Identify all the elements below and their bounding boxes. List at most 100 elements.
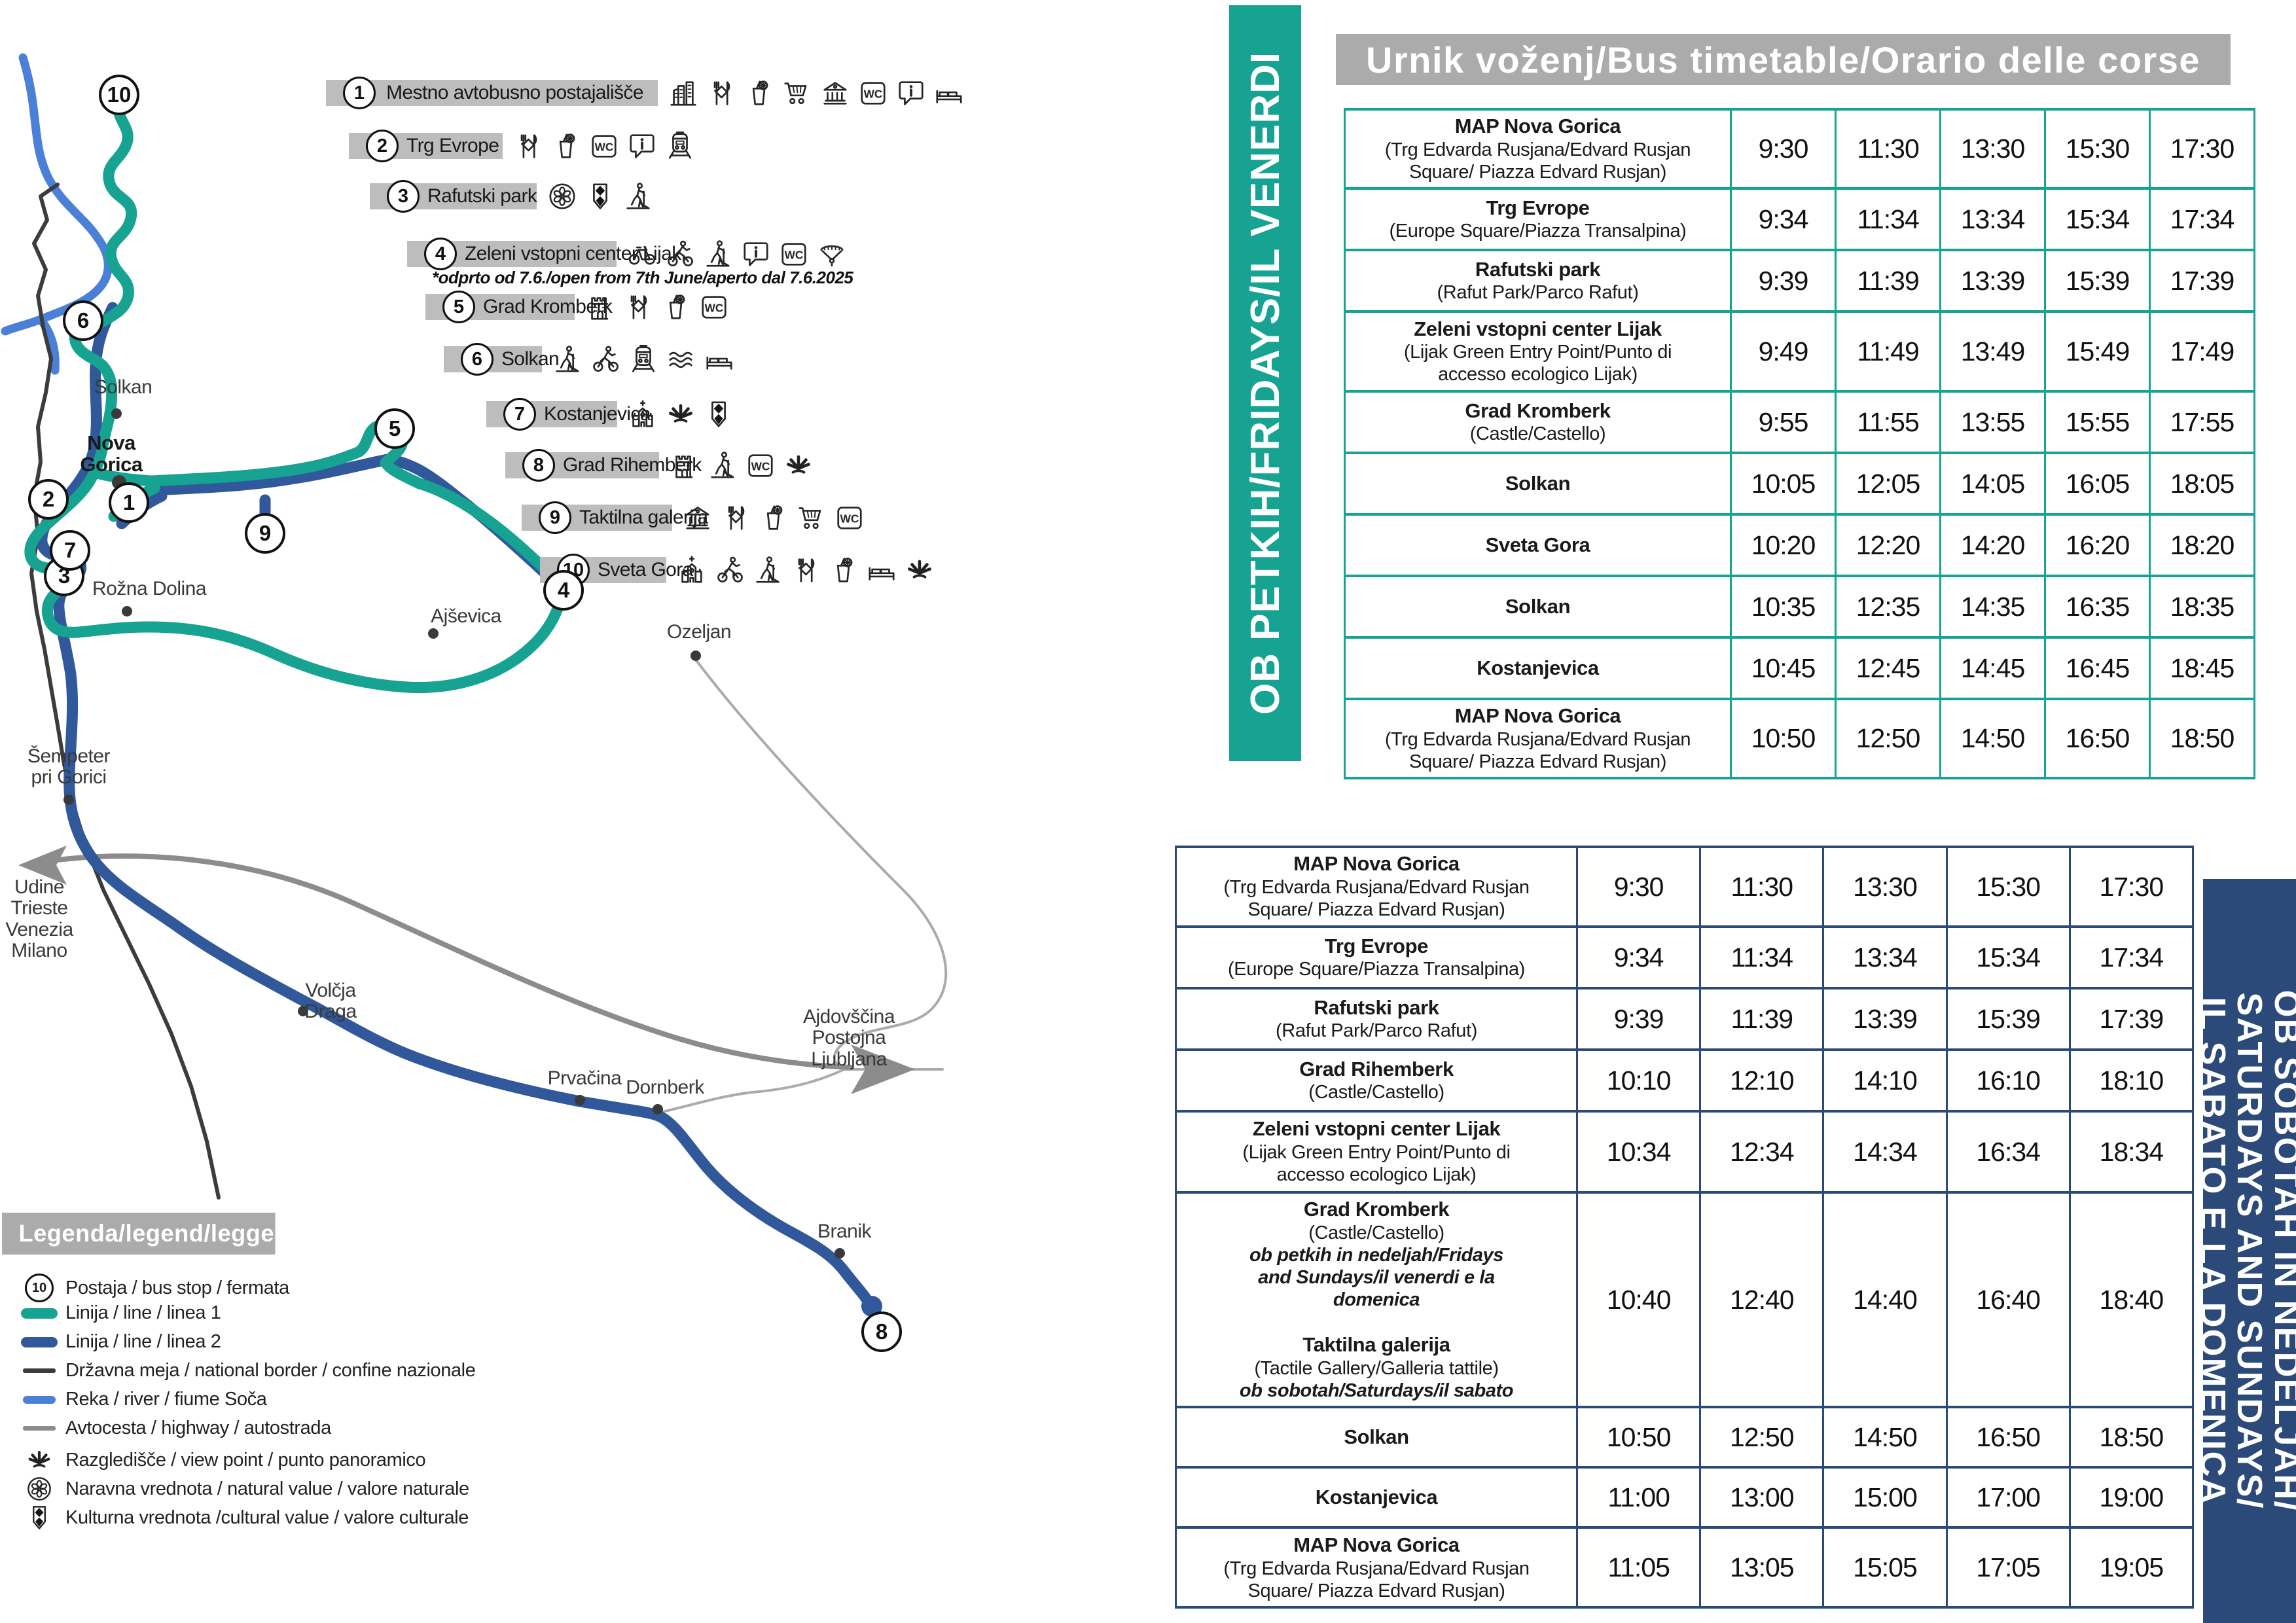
departure-time-cell: 13:34 <box>1822 925 1948 990</box>
stop-callout-label: Grad Kromberk <box>483 296 613 317</box>
weekend-banner: OB SOBOTAH IN NEDELJAH/SATURDAYS AND SUN… <box>2203 879 2296 1623</box>
stop-name-cell: Zeleni vstopni center Lijak (Lijak Green … <box>1175 1110 1578 1194</box>
timetable-row: Grad Kromberk (Castle/Castello) ob petkih … <box>1175 1190 2195 1409</box>
stop-callout-6: 6 Solkan <box>444 343 734 376</box>
stop-name-cell: Trg Evrope (Europe Square/Piazza Transalp… <box>1344 187 1732 252</box>
departure-time-cell: 12:35 <box>1835 575 1941 639</box>
wc-icon <box>837 507 862 529</box>
info-icon <box>743 241 769 267</box>
weekend-banner-line: OB SOBOTAH IN NEDELJAH/ <box>2267 990 2296 1512</box>
hiker-icon <box>626 183 650 209</box>
departure-time-cell: 14:05 <box>1939 452 2046 516</box>
stop-callout-bar: 3 Rafutski park <box>370 180 537 213</box>
departure-time-cell: 10:34 <box>1575 1110 1702 1194</box>
weekend-banner-line: SATURDAYS AND SUNDAYS/ <box>2230 992 2270 1510</box>
stop-callout-4: 4 Zeleni vstopni center Lijak <box>407 238 847 270</box>
drink-icon <box>669 294 685 319</box>
restaurant-icon <box>630 295 647 319</box>
timetable-row: Solkan 10:50 12:50 14:50 16:50 18:50 <box>1175 1406 2195 1469</box>
departure-time-cell: 11:49 <box>1835 310 1941 393</box>
map-stop-marker-1: 1 <box>109 482 149 523</box>
info-icon <box>898 80 924 106</box>
drink-icon <box>559 134 575 158</box>
stop-name-cell: Solkan <box>1344 452 1732 516</box>
timetable-row: Rafutski park (Rafut Park/Parco Rafut) 9:3… <box>1175 987 2195 1051</box>
departure-time-cell: 18:05 <box>2149 452 2255 516</box>
timetable-row: Kostanjevica 10:45 12:45 14:45 16:45 18:45 <box>1344 636 2255 701</box>
viewpoint-icon <box>666 399 696 429</box>
stop-callout-8: 8 Grad Rihemberk <box>505 449 814 482</box>
departure-time-cell: 18:50 <box>2149 698 2255 780</box>
legend-item-label: Reka / river / fiume Soča <box>65 1389 267 1410</box>
departure-time-cell: 9:30 <box>1575 846 1702 928</box>
departure-time-cell: 12:34 <box>1699 1110 1825 1194</box>
stop-callout-bar: 9 Taktilna galerija <box>522 501 708 534</box>
departure-time-cell: 12:50 <box>1699 1406 1825 1469</box>
departure-time-cell: 17:39 <box>2068 987 2195 1051</box>
nature-icon <box>27 1477 51 1501</box>
stop-name-cell: Grad Kromberk (Castle/Castello) ob petkih … <box>1175 1190 1578 1409</box>
stop-amenity-icons <box>552 344 734 374</box>
stop-amenity-icons <box>683 503 865 533</box>
restaurant-icon <box>713 81 730 105</box>
departure-time-cell: 12:40 <box>1699 1190 1825 1409</box>
departure-time-cell: 11:39 <box>1835 249 1941 313</box>
timetable-row: MAP Nova Gorica (Trg Edvarda Rusjana/Edva… <box>1175 1526 2195 1609</box>
bus-stop-badge-icon: 10 <box>25 1274 54 1302</box>
departure-time-cell: 11:30 <box>1699 846 1825 928</box>
drink-icon <box>752 80 768 105</box>
swatch-highway-icon <box>13 1426 65 1431</box>
stop-callout-bar: 1 Mestno avtobusno postajališče <box>326 77 658 109</box>
stop-callout-5: 5 Grad Kromberk <box>425 291 729 323</box>
weekend-banner-line: IL SABATO E LA DOMENICA <box>2203 997 2233 1505</box>
nature-icon <box>549 183 575 209</box>
departure-time-cell: 10:10 <box>1575 1048 1702 1113</box>
timetable-row: Sveta Gora 10:20 12:20 14:20 16:20 18:20 <box>1344 513 2255 578</box>
departure-time-cell: 10:45 <box>1730 636 1837 701</box>
departure-time-cell: 17:30 <box>2149 107 2255 190</box>
stop-callout-label: Taktilna galerija <box>579 507 708 528</box>
church-icon <box>681 556 702 583</box>
stop-number-badge: 7 <box>503 398 536 431</box>
legend-item: Razgledišče / view point / punto panoram… <box>13 1446 426 1474</box>
departure-time-cell: 14:50 <box>1822 1406 1948 1469</box>
departure-time-cell: 13:30 <box>1939 107 2046 190</box>
stop-name-cell: MAP Nova Gorica (Trg Edvarda Rusjana/Edva… <box>1344 698 1732 780</box>
departure-time-cell: 17:34 <box>2068 925 2195 990</box>
stop-amenity-icons <box>627 239 847 269</box>
departure-time-cell: 13:30 <box>1822 846 1948 928</box>
stop-amenity-icons <box>670 450 814 480</box>
castle-icon <box>591 297 609 320</box>
departure-time-cell: 15:39 <box>1945 987 2071 1051</box>
culture-icon <box>33 1506 46 1529</box>
stop-callout-label: Sveta Gora <box>598 559 693 580</box>
stop-callout-7: 7 Kostanjevica <box>486 398 734 431</box>
departure-time-cell: 9:30 <box>1730 107 1837 190</box>
stop-name-cell: Zeleni vstopni center Lijak (Lijak Green … <box>1344 310 1732 393</box>
legend-item-label: Linija / line / linea 1 <box>65 1302 221 1323</box>
stop-callout-2: 2 Trg Evrope <box>349 130 695 162</box>
stop-callout-10: 10 Sveta Gora <box>540 554 935 586</box>
town-dot-prvacina <box>575 1095 585 1105</box>
stop-name-cell: Rafutski park (Rafut Park/Parco Rafut) <box>1344 249 1732 313</box>
stop-number-badge: 3 <box>387 180 420 213</box>
stop-callout-9: 9 Taktilna galerija <box>522 501 865 534</box>
departure-time-cell: 11:55 <box>1835 390 1941 455</box>
culture-icon <box>13 1504 65 1531</box>
stop-amenity-icons <box>628 399 734 429</box>
viewpoint-icon <box>905 555 935 585</box>
paraglider-icon <box>820 245 844 267</box>
departure-time-cell: 19:05 <box>2068 1526 2195 1609</box>
culture-icon <box>593 183 607 209</box>
wc-icon <box>748 454 773 477</box>
departure-time-cell: 16:20 <box>2044 513 2151 578</box>
hiker-icon <box>711 452 734 478</box>
stop-number-badge: 4 <box>424 238 457 270</box>
town-dot-volcja-draga <box>298 1006 308 1016</box>
departure-time-cell: 15:55 <box>2044 390 2151 455</box>
cyclist-icon <box>668 240 693 266</box>
town-dot-solkan <box>111 408 122 419</box>
map-stop-marker-10: 10 <box>99 75 139 115</box>
town-label-ajdovscina: Ajdovščina Postojna Ljubljana <box>802 1006 895 1070</box>
departure-time-cell: 9:39 <box>1575 987 1702 1051</box>
